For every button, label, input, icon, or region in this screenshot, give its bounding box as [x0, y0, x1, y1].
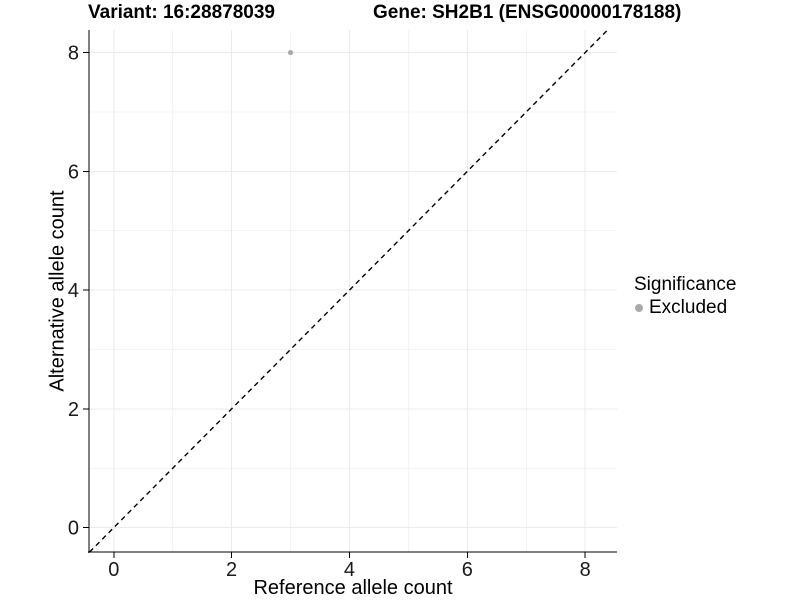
- x-tick-label: 6: [462, 559, 473, 581]
- x-tick-label: 0: [108, 559, 119, 581]
- plot-title-variant: Variant: 16:28878039: [88, 2, 275, 23]
- legend-point-icon: [635, 303, 643, 312]
- identity-dashed-line: [89, 29, 609, 553]
- legend-item-label: Excluded: [649, 297, 728, 318]
- x-tick-label: 2: [226, 559, 237, 581]
- legend: Significance Excluded: [634, 273, 736, 319]
- y-tick-label: 6: [68, 161, 79, 183]
- y-tick-label: 2: [68, 399, 79, 421]
- x-tick-label: 8: [580, 559, 591, 581]
- y-axis-title: Alternative allele count: [46, 190, 69, 392]
- y-tick-label: 0: [68, 518, 79, 540]
- y-tick-label: 4: [68, 280, 79, 302]
- y-tick-label: 8: [68, 43, 79, 65]
- legend-title: Significance: [634, 274, 737, 295]
- plot-title-gene: Gene: SH2B1 (ENSG00000178188): [373, 2, 682, 23]
- x-axis-title: Reference allele count: [253, 577, 453, 599]
- legend-item-excluded: Excluded: [634, 296, 736, 319]
- x-tick-label: 4: [344, 559, 355, 581]
- data-point: [287, 49, 294, 56]
